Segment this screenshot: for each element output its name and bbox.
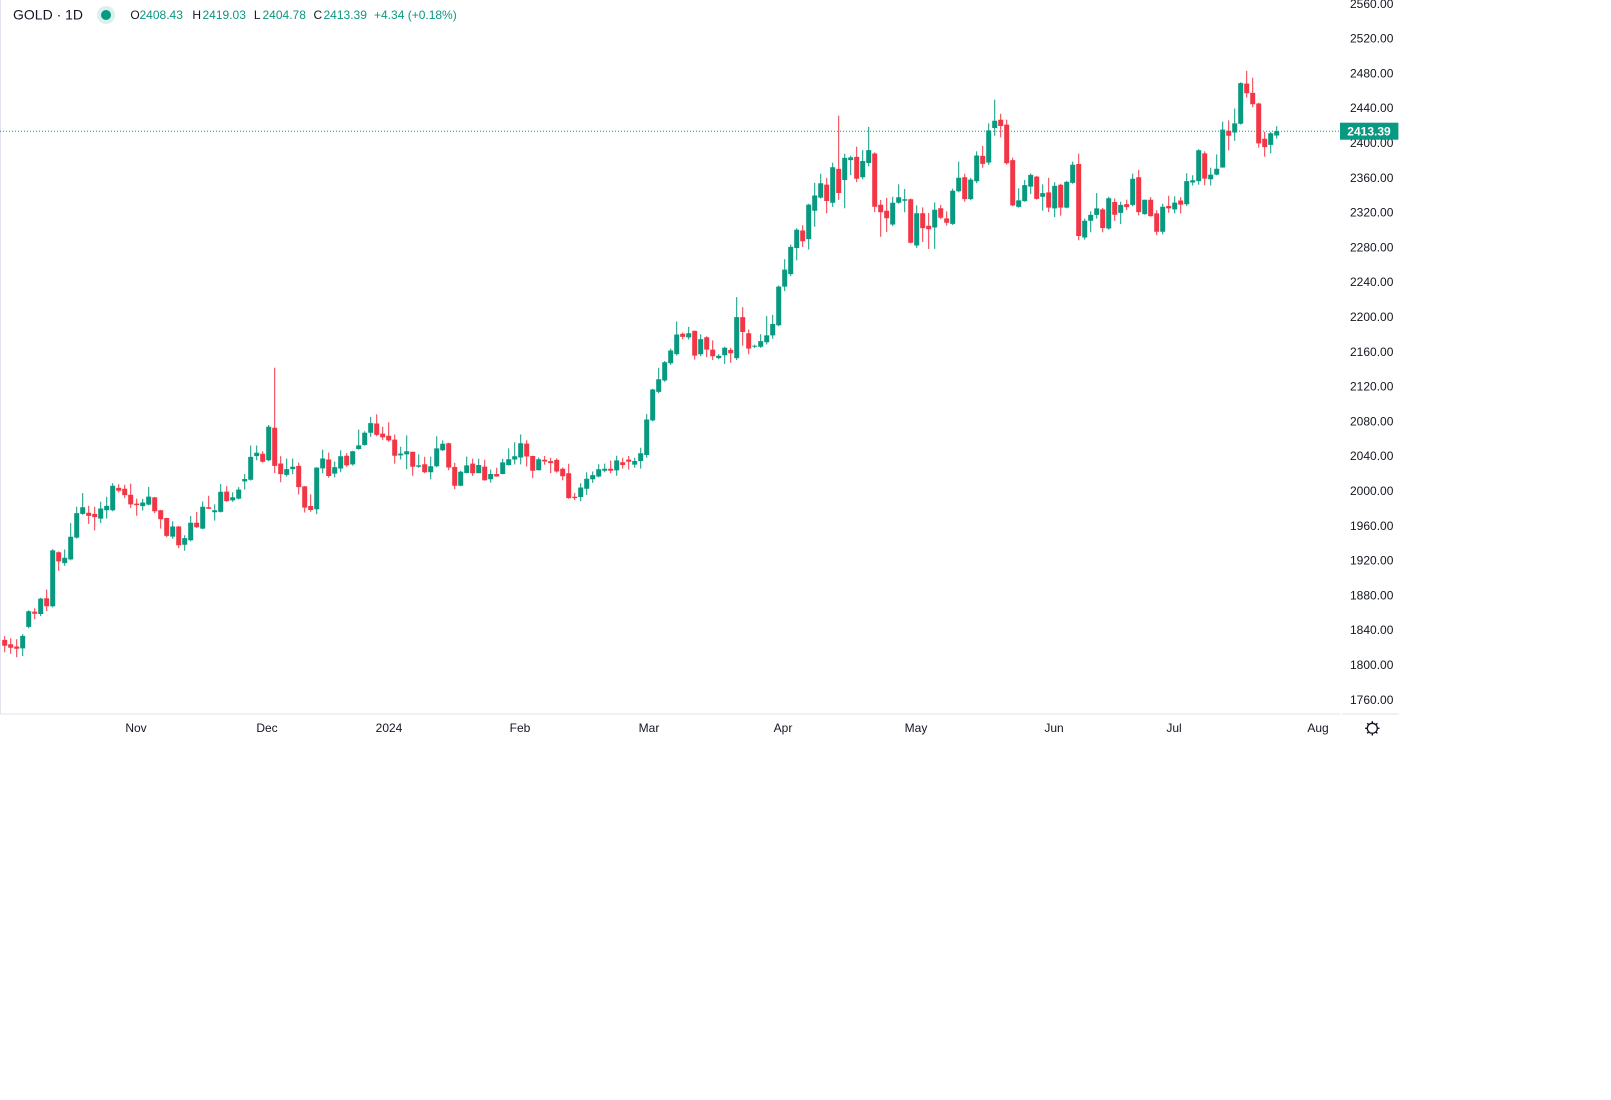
svg-text:2240.00: 2240.00 (1350, 275, 1394, 289)
svg-text:2120.00: 2120.00 (1350, 380, 1394, 394)
svg-text:2040.00: 2040.00 (1350, 449, 1394, 463)
svg-text:L: L (254, 8, 261, 22)
svg-text:GOLD · 1D: GOLD · 1D (13, 7, 83, 23)
svg-text:1960.00: 1960.00 (1350, 519, 1394, 533)
svg-text:2200.00: 2200.00 (1350, 310, 1394, 324)
svg-text:2080.00: 2080.00 (1350, 414, 1394, 428)
svg-text:2560.00: 2560.00 (1350, 0, 1394, 11)
svg-text:Nov: Nov (125, 721, 146, 735)
svg-text:2419.03: 2419.03 (203, 8, 247, 22)
svg-text:2320.00: 2320.00 (1350, 206, 1394, 220)
svg-text:2024: 2024 (376, 721, 403, 735)
svg-text:Feb: Feb (510, 721, 531, 735)
svg-text:Dec: Dec (256, 721, 277, 735)
svg-text:2413.39: 2413.39 (324, 8, 368, 22)
svg-text:1880.00: 1880.00 (1350, 588, 1394, 602)
svg-text:2413.39: 2413.39 (1347, 125, 1391, 139)
svg-text:Jul: Jul (1166, 721, 1181, 735)
svg-text:2520.00: 2520.00 (1350, 32, 1394, 46)
svg-text:Jun: Jun (1044, 721, 1063, 735)
svg-text:2408.43: 2408.43 (140, 8, 184, 22)
svg-text:May: May (905, 721, 928, 735)
svg-text:Mar: Mar (639, 721, 660, 735)
svg-text:1800.00: 1800.00 (1350, 658, 1394, 672)
svg-text:2440.00: 2440.00 (1350, 101, 1394, 115)
svg-text:1760.00: 1760.00 (1350, 693, 1394, 707)
svg-text:2404.78: 2404.78 (263, 8, 307, 22)
svg-text:O: O (130, 8, 139, 22)
svg-text:2280.00: 2280.00 (1350, 240, 1394, 254)
svg-text:2000.00: 2000.00 (1350, 484, 1394, 498)
svg-text:2160.00: 2160.00 (1350, 345, 1394, 359)
svg-text:C: C (314, 8, 323, 22)
svg-text:2360.00: 2360.00 (1350, 171, 1394, 185)
svg-text:1840.00: 1840.00 (1350, 623, 1394, 637)
svg-text:H: H (192, 8, 201, 22)
svg-text:Apr: Apr (774, 721, 793, 735)
svg-text:Aug: Aug (1307, 721, 1328, 735)
svg-text:2480.00: 2480.00 (1350, 66, 1394, 80)
svg-text:+4.34 (+0.18%): +4.34 (+0.18%) (374, 8, 457, 22)
svg-text:1920.00: 1920.00 (1350, 554, 1394, 568)
